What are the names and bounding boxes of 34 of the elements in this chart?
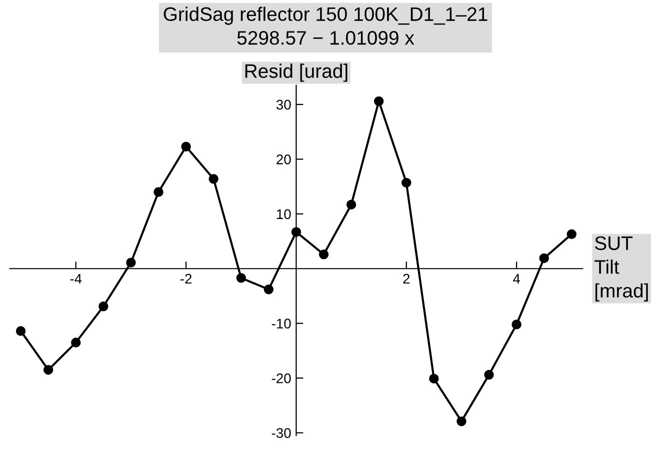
y-tick-label: 20 <box>276 154 291 164</box>
x-tick-label: -4 <box>70 274 82 284</box>
y-tick-label: -30 <box>272 428 291 438</box>
point <box>429 374 439 384</box>
y-axis-title: Resid [urad] <box>245 64 348 82</box>
chart-title: GridSag reflector 150 100K_D1_1–21 <box>164 6 488 25</box>
point <box>264 284 274 294</box>
point <box>402 178 412 188</box>
x-tick-label: 4 <box>513 274 520 284</box>
point <box>181 142 191 152</box>
point <box>512 320 522 330</box>
x-tick-label: -2 <box>180 274 192 284</box>
point <box>539 253 549 264</box>
point <box>16 326 26 336</box>
point <box>236 273 246 283</box>
x-axis-title: SUT Tilt [mrad] <box>594 236 648 302</box>
chart-subtitle: 5298.57 − 1.01099 x <box>237 31 414 45</box>
y-tick-label: 30 <box>276 100 291 110</box>
point <box>456 416 466 426</box>
point <box>126 258 136 268</box>
y-tick-label: 10 <box>276 209 291 220</box>
point <box>98 302 108 312</box>
y-tick-label: -10 <box>272 318 291 329</box>
point <box>484 370 494 380</box>
point <box>208 174 218 184</box>
point <box>346 200 356 210</box>
point <box>566 229 576 240</box>
point <box>318 250 329 260</box>
point <box>71 338 81 348</box>
x-tick-label: 2 <box>403 274 410 284</box>
y-tick-label: -20 <box>272 373 291 384</box>
point <box>374 96 384 106</box>
point <box>154 187 164 197</box>
point <box>43 365 54 375</box>
